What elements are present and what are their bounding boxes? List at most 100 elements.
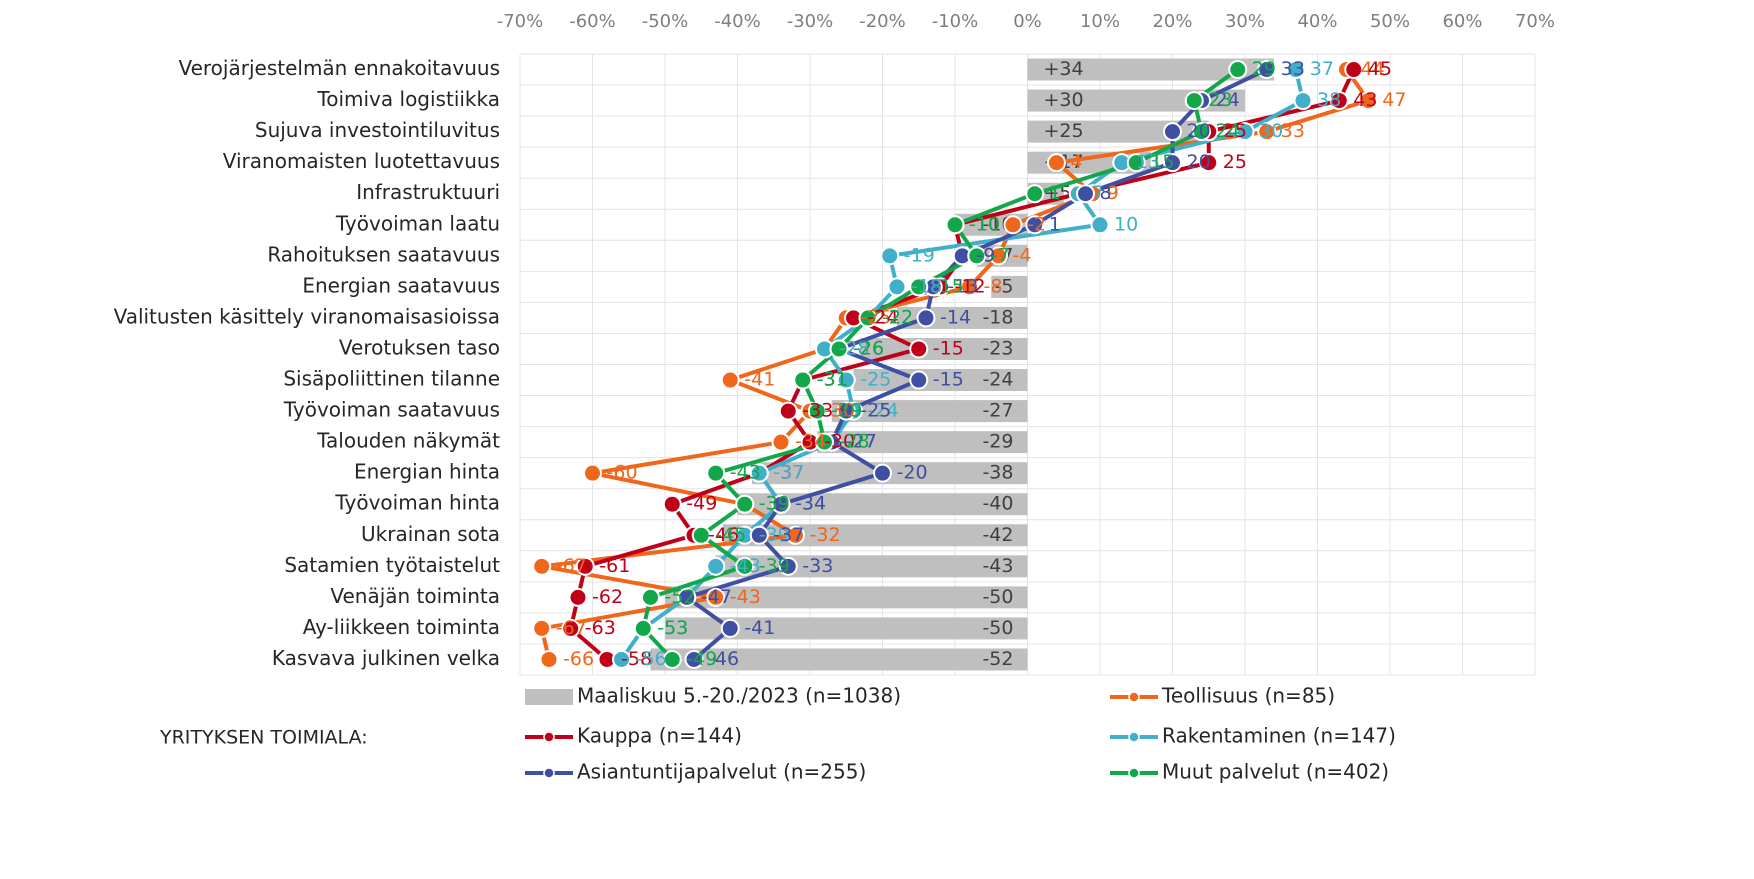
bar: [817, 431, 1028, 454]
series-marker: [916, 308, 936, 328]
data-label: -58: [621, 648, 652, 670]
series-marker: [575, 556, 595, 576]
data-label: -49: [686, 493, 717, 515]
data-label: 23: [1208, 89, 1232, 111]
series-marker: [1344, 60, 1364, 80]
series-marker: [967, 246, 987, 266]
bar: [1027, 58, 1274, 81]
data-label: -2: [1027, 213, 1046, 235]
legend-label: Teollisuus (n=85): [1161, 684, 1335, 708]
series-marker: [1257, 122, 1277, 142]
bar-label: -42: [982, 524, 1013, 546]
series-marker: [960, 277, 979, 297]
x-tick-label: 30%: [1225, 11, 1265, 32]
bar: [650, 648, 1028, 671]
category-label: Verojärjestelmän ennakoitavuus: [178, 56, 500, 80]
category-label: Ay-liikkeen toiminta: [303, 615, 500, 639]
legend-title: YRITYKSEN TOIMIALA:: [159, 727, 368, 749]
data-label: 44: [1361, 58, 1385, 80]
category-label: Työvoiman laatu: [335, 211, 500, 235]
data-label: -31: [817, 369, 848, 391]
data-label: -37: [773, 524, 804, 546]
data-label: 29: [1252, 58, 1276, 80]
series-marker: [909, 339, 929, 359]
data-label: -12: [955, 275, 986, 297]
data-label: -37: [773, 462, 804, 484]
category-label: Energian hinta: [354, 460, 500, 484]
data-label: -28: [839, 337, 870, 359]
data-label: -53: [657, 617, 688, 639]
category-label: Työvoiman hinta: [334, 491, 500, 515]
legend-marker: [1128, 767, 1140, 779]
series-line: [568, 68, 1356, 661]
series-marker: [1025, 215, 1045, 235]
category-label: Sisäpoliittinen tilanne: [283, 367, 500, 391]
series-marker: [1090, 215, 1110, 235]
data-label: -30: [824, 400, 855, 422]
category-label: Verotuksen taso: [339, 335, 500, 359]
data-label: -34: [795, 493, 826, 515]
legend-swatch: [525, 689, 573, 705]
data-label: 43: [1353, 89, 1377, 111]
series-marker: [641, 587, 660, 607]
series-marker: [887, 277, 907, 297]
data-label: -39: [759, 524, 790, 546]
data-label: 13: [1136, 151, 1160, 173]
data-label: 1: [1049, 182, 1061, 204]
x-tick-label: 50%: [1370, 11, 1410, 32]
data-label: 8: [1100, 182, 1112, 204]
series-marker: [583, 463, 602, 483]
data-label: -29: [831, 400, 862, 422]
category-label: Valitusten käsittely viranomaisasioissa: [114, 304, 500, 328]
data-label: -43: [730, 462, 761, 484]
series-marker: [532, 556, 552, 576]
data-label: -4: [1013, 244, 1032, 266]
series-marker: [836, 370, 856, 390]
data-label: -62: [592, 586, 623, 608]
data-label: -20: [897, 462, 928, 484]
series-marker: [793, 370, 813, 390]
category-label: Ukrainan sota: [361, 522, 500, 546]
data-label: -53: [657, 617, 688, 639]
data-label: 25: [1223, 151, 1247, 173]
series-marker: [1047, 153, 1066, 173]
series-marker: [1184, 91, 1204, 111]
bar: [737, 493, 1028, 516]
series-marker: [735, 494, 755, 514]
bar: [1027, 120, 1209, 143]
bar: [665, 586, 1028, 609]
series-marker: [749, 463, 769, 483]
data-label: -37: [773, 462, 804, 484]
series-marker: [807, 401, 827, 421]
bar: [853, 369, 1028, 392]
data-label: -15: [933, 337, 964, 359]
series-marker: [706, 556, 726, 576]
bar: [991, 275, 1028, 298]
series-marker: [1163, 122, 1182, 142]
data-label: -43: [730, 555, 761, 577]
data-label: 47: [1382, 89, 1406, 111]
category-label: Infrastruktuuri: [356, 180, 500, 204]
data-label: -8: [984, 275, 1003, 297]
series-marker: [778, 401, 798, 421]
x-tick-label: 10%: [1080, 11, 1120, 32]
data-label: 30: [1259, 120, 1283, 142]
category-label: Toimiva logistiikka: [316, 87, 500, 111]
x-tick-label: -50%: [642, 11, 689, 32]
data-label: 7: [1092, 182, 1104, 204]
series-marker: [1076, 184, 1095, 204]
series-marker: [691, 525, 711, 545]
data-label: -47: [701, 586, 732, 608]
data-label: -28: [839, 431, 870, 453]
bar-label: -43: [982, 555, 1013, 577]
data-label: -27: [846, 431, 877, 453]
data-label: -9: [976, 244, 995, 266]
data-label: -52: [665, 586, 696, 608]
series-marker: [1329, 91, 1349, 111]
data-label: -61: [599, 555, 630, 577]
data-label: 15: [1150, 151, 1174, 173]
data-label: -10: [969, 213, 1000, 235]
bar-label: -40: [982, 493, 1013, 515]
data-label: -24: [868, 400, 899, 422]
